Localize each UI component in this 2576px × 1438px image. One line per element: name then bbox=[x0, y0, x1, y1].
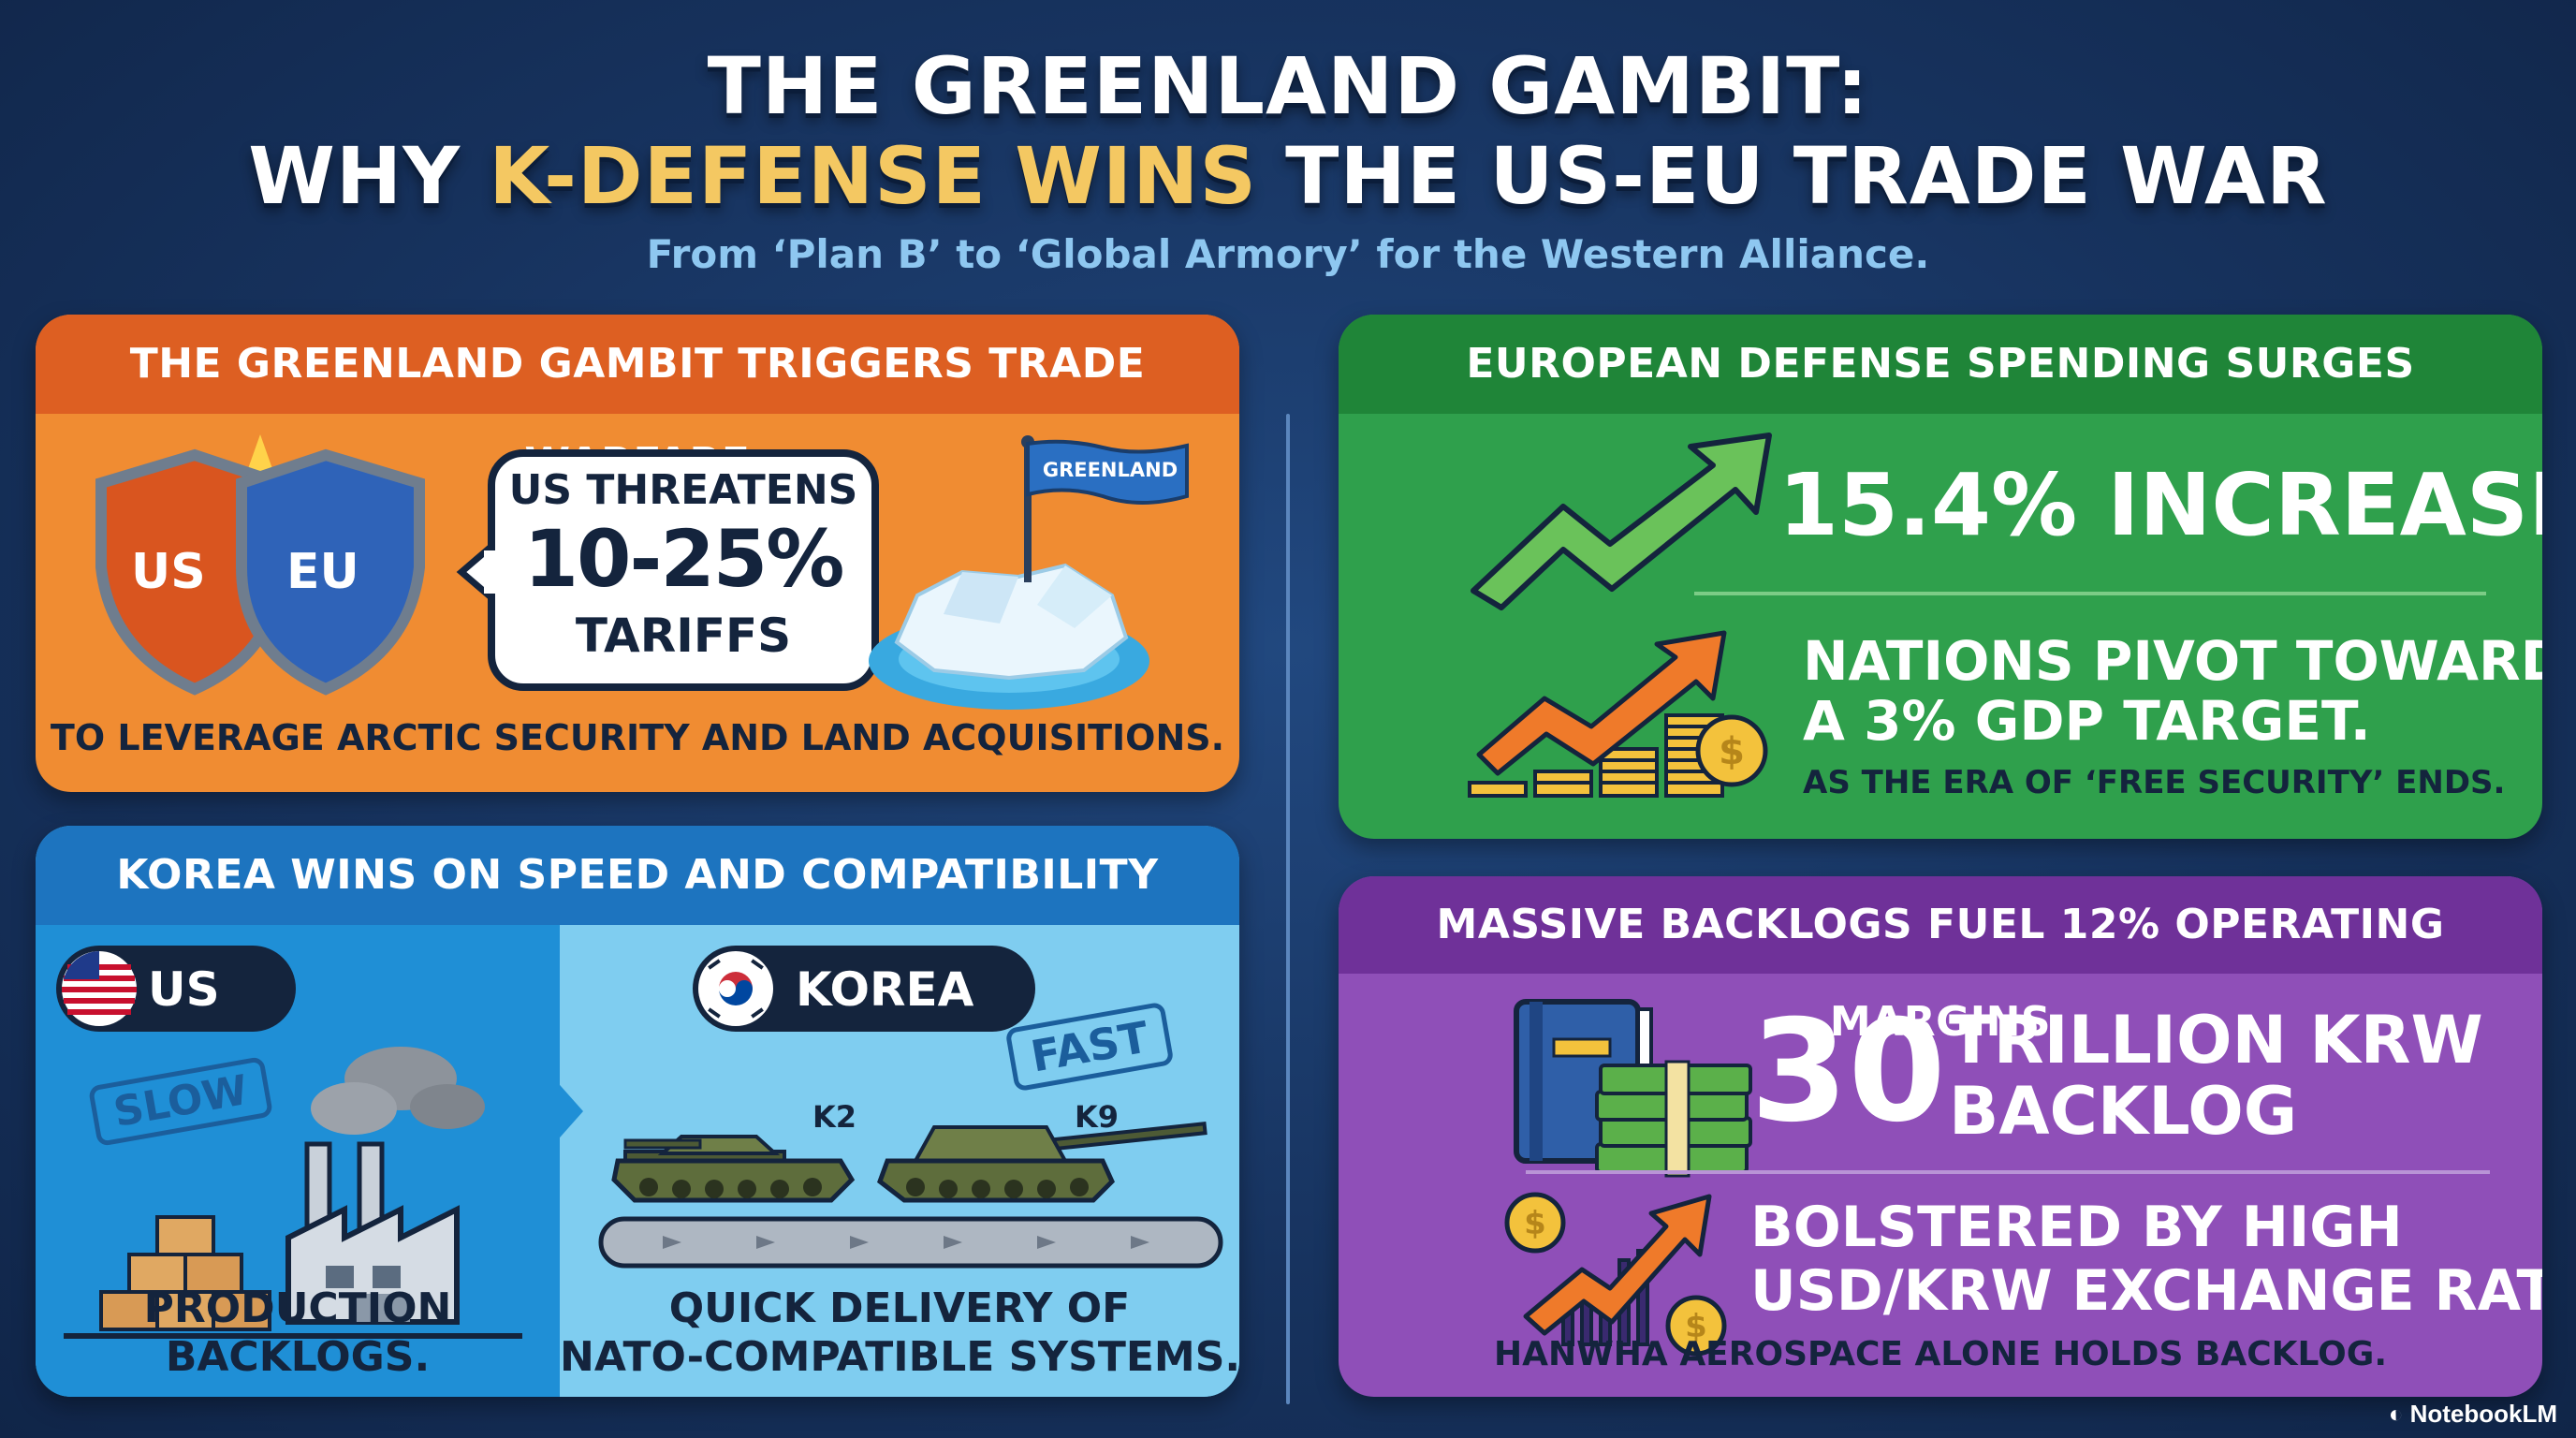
notebooklm-logo: ◐ NotebookLM bbox=[2389, 1400, 2557, 1429]
cash-stack-icon bbox=[1595, 1060, 1752, 1178]
trade-warfare-heading: THE GREENLAND GAMBIT TRIGGERS TRADE WARF… bbox=[36, 315, 1239, 487]
us-caption-line1: PRODUCTION bbox=[143, 1284, 452, 1332]
backlog-divider bbox=[1526, 1170, 2490, 1174]
title-accent: K-DEFENSE WINS bbox=[489, 130, 1257, 222]
column-divider bbox=[1286, 414, 1290, 1404]
backlog-stat-line1: TRILLION KRW bbox=[1949, 1002, 2483, 1078]
fx-line2: USD/KRW EXCHANGE RATE. bbox=[1750, 1258, 2542, 1324]
korea-caption-line2: NATO-COMPATIBLE SYSTEMS. bbox=[560, 1333, 1239, 1381]
spending-heading: EUROPEAN DEFENSE SPENDING SURGES bbox=[1339, 315, 2542, 414]
shield-icon bbox=[95, 434, 425, 696]
bubble-line3: TARIFFS bbox=[575, 609, 792, 663]
tank-icon bbox=[611, 1122, 1208, 1203]
backlog-stat-line2: BACKLOG bbox=[1949, 1073, 2298, 1150]
svg-text:$: $ bbox=[1719, 730, 1745, 773]
korea-wins-panel: KOREA WINS ON SPEED AND COMPATIBILITY US bbox=[36, 826, 1239, 1397]
us-label: US bbox=[148, 962, 220, 1017]
factory-icon bbox=[64, 1047, 522, 1339]
iceberg-icon bbox=[869, 435, 1149, 710]
trade-warfare-panel: THE GREENLAND GAMBIT TRIGGERS TRADE WARF… bbox=[36, 315, 1239, 792]
bubble-line1: US THREATENS bbox=[508, 466, 858, 514]
korea-flag-icon bbox=[693, 946, 1035, 1032]
tank-k9-label: K9 bbox=[1075, 1099, 1120, 1135]
us-caption-line2: BACKLOGS. bbox=[165, 1333, 431, 1381]
svg-text:$: $ bbox=[1524, 1205, 1546, 1242]
divider-chevron bbox=[546, 1069, 583, 1153]
spending-note: AS THE ERA OF ‘FREE SECURITY’ ENDS. bbox=[1803, 764, 2506, 801]
korea-caption-line1: QUICK DELIVERY OF bbox=[668, 1284, 1131, 1332]
spending-stat: 15.4% INCREASE bbox=[1778, 455, 2542, 555]
flag-icon bbox=[1026, 439, 1189, 505]
tank-k2-label: K2 bbox=[812, 1099, 857, 1135]
bubble-line2: 10-25% bbox=[523, 513, 845, 605]
brand-label: NotebookLM bbox=[2409, 1400, 2557, 1428]
shield-eu-label: EU bbox=[286, 544, 359, 600]
speech-bubble-icon bbox=[456, 449, 879, 691]
trend-up-arrow-icon bbox=[1471, 433, 1772, 610]
svg-text:$: $ bbox=[1685, 1308, 1707, 1345]
page-title-line1: THE GREENLAND GAMBIT: bbox=[707, 40, 1869, 132]
crates-icon bbox=[92, 1238, 101, 1247]
backlog-heading: MASSIVE BACKLOGS FUEL 12% OPERATING MARG… bbox=[1339, 876, 2542, 1046]
backlog-panel: MASSIVE BACKLOGS FUEL 12% OPERATING MARG… bbox=[1339, 876, 2542, 1397]
conveyor-icon bbox=[598, 1216, 1223, 1269]
logo-mark-icon: ◐ bbox=[2388, 1400, 2410, 1428]
korea-label: KOREA bbox=[796, 962, 974, 1017]
us-flag-icon bbox=[56, 946, 296, 1032]
backlog-note: HANWHA AEROSPACE ALONE HOLDS BACKLOG. bbox=[1493, 1335, 2388, 1373]
spending-divider bbox=[1694, 592, 2486, 595]
pivot-line2: A 3% GDP TARGET. bbox=[1803, 689, 2371, 753]
dollar-coin-icon: $ $ bbox=[1504, 1192, 1727, 1357]
fx-line1: BOLSTERED BY HIGH bbox=[1750, 1195, 2403, 1260]
shield-us-label: US bbox=[131, 544, 206, 600]
page-subtitle: From ‘Plan B’ to ‘Global Armory’ for the… bbox=[646, 231, 1930, 277]
coin-stack-icon: $ bbox=[1468, 630, 1768, 798]
pivot-line1: NATIONS PIVOT TOWARD bbox=[1803, 629, 2542, 693]
title-suffix: THE US-EU TRADE WAR bbox=[1256, 130, 2328, 222]
page-title-line2: WHY K-DEFENSE WINS THE US-EU TRADE WAR bbox=[0, 131, 2576, 221]
title-prefix: WHY bbox=[248, 130, 490, 222]
trade-warfare-caption: TO LEVERAGE ARCTIC SECURITY AND LAND ACQ… bbox=[50, 717, 1225, 758]
spending-panel: EUROPEAN DEFENSE SPENDING SURGES 15.4% I… bbox=[1339, 315, 2542, 839]
flag-label: GREENLAND bbox=[1042, 459, 1178, 481]
korea-wins-heading: KOREA WINS ON SPEED AND COMPATIBILITY bbox=[36, 826, 1239, 925]
backlog-stat-number: 30 bbox=[1750, 990, 1946, 1153]
